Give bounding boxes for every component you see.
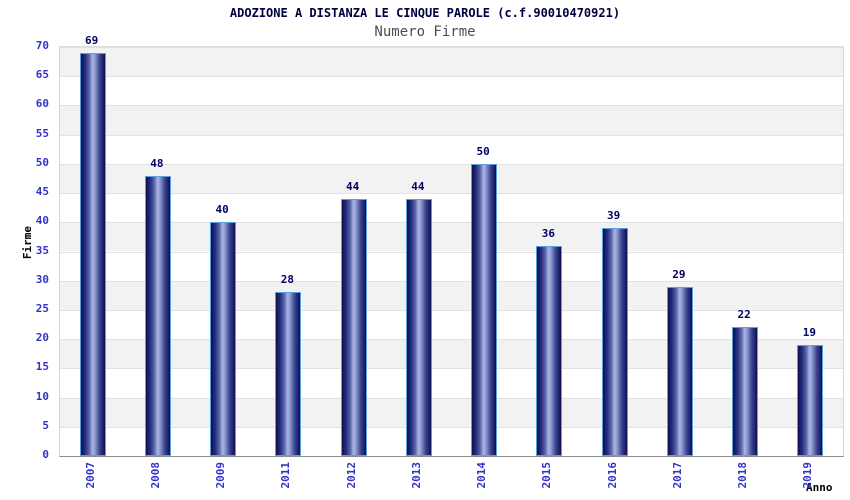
x-tick-label: 2012 <box>344 462 358 489</box>
bar-2014 <box>471 163 498 456</box>
y-tick-label: 25 <box>35 301 49 315</box>
bar-value-label: 29 <box>672 267 686 281</box>
x-tick-label: 2018 <box>736 462 750 489</box>
gridline <box>60 134 843 136</box>
x-tick-label: 2017 <box>670 462 684 489</box>
y-tick-label: 5 <box>42 418 49 432</box>
gridline <box>60 280 843 282</box>
plot-band <box>60 251 843 281</box>
plot-area <box>59 46 844 457</box>
gridline <box>60 47 843 48</box>
x-tick-label: 2008 <box>148 462 162 489</box>
bar-2018 <box>732 327 759 456</box>
plot-band <box>60 163 843 194</box>
y-tick-label: 0 <box>42 448 49 461</box>
x-tick-label: 2011 <box>279 462 293 489</box>
x-tick-label: 2013 <box>409 462 423 489</box>
plot-band <box>60 368 843 398</box>
bar-2009 <box>210 222 237 456</box>
x-tick-label: 2007 <box>83 462 97 489</box>
gridline <box>60 105 843 107</box>
chart-subtitle: Numero Firme <box>374 24 476 40</box>
bar-2007 <box>79 52 106 456</box>
bar-value-label: 50 <box>476 144 490 158</box>
plot-band <box>60 309 843 340</box>
y-tick-label: 10 <box>35 389 49 403</box>
bar-2019 <box>797 344 824 456</box>
bar-value-label: 44 <box>346 179 360 193</box>
bar-2012 <box>340 198 367 456</box>
x-axis-label: Anno <box>806 481 833 494</box>
y-tick-label: 70 <box>35 39 49 52</box>
y-tick-label: 55 <box>35 126 49 140</box>
plot-band <box>60 280 843 310</box>
gridline <box>60 193 843 195</box>
bar-2008 <box>144 175 171 456</box>
y-tick-label: 30 <box>35 272 49 286</box>
x-tick-label: 2015 <box>540 462 554 489</box>
bar-2011 <box>275 292 302 456</box>
plot-band <box>60 397 843 427</box>
x-tick-label: 2016 <box>605 462 619 489</box>
gridline <box>60 339 843 341</box>
gridline <box>60 163 843 165</box>
gridline <box>60 76 843 78</box>
plot-band <box>60 105 843 135</box>
x-tick-label: 2009 <box>214 462 228 489</box>
plot-band <box>60 426 843 456</box>
gridline <box>60 368 843 370</box>
bar-2015 <box>536 245 563 456</box>
chart-title: ADOZIONE A DISTANZA LE CINQUE PAROLE (c.… <box>229 6 621 20</box>
plot-band <box>60 47 843 77</box>
bar-2016 <box>601 228 628 456</box>
y-tick-label: 20 <box>35 331 49 345</box>
plot-band <box>60 222 843 252</box>
y-tick-label: 15 <box>35 360 49 374</box>
gridline <box>60 222 843 224</box>
bar-value-label: 44 <box>411 179 425 193</box>
x-tick-label: 2019 <box>801 462 815 489</box>
y-tick-label: 35 <box>35 243 49 257</box>
gridline <box>60 309 843 311</box>
y-tick-label: 40 <box>35 214 49 228</box>
plot-band <box>60 193 843 223</box>
bar-value-label: 22 <box>737 308 751 322</box>
bar-value-label: 28 <box>280 273 294 287</box>
gridline <box>60 426 843 428</box>
bar-value-label: 69 <box>85 33 99 47</box>
bar-value-label: 48 <box>150 156 164 170</box>
plot-band <box>60 339 843 369</box>
y-tick-label: 50 <box>35 155 49 169</box>
bar-2013 <box>405 198 432 456</box>
bar-value-label: 39 <box>607 209 621 223</box>
bar-2017 <box>666 286 693 456</box>
y-tick-label: 45 <box>35 185 49 199</box>
bar-value-label: 40 <box>215 203 229 217</box>
x-tick-label: 2014 <box>475 462 489 489</box>
gridline <box>60 251 843 253</box>
y-tick-label: 60 <box>35 97 49 111</box>
plot-band <box>60 76 843 106</box>
bar-value-label: 36 <box>541 226 555 240</box>
y-tick-label: 65 <box>35 68 49 82</box>
bar-value-label: 19 <box>802 325 816 339</box>
plot-band <box>60 134 843 164</box>
gridline <box>60 397 843 399</box>
